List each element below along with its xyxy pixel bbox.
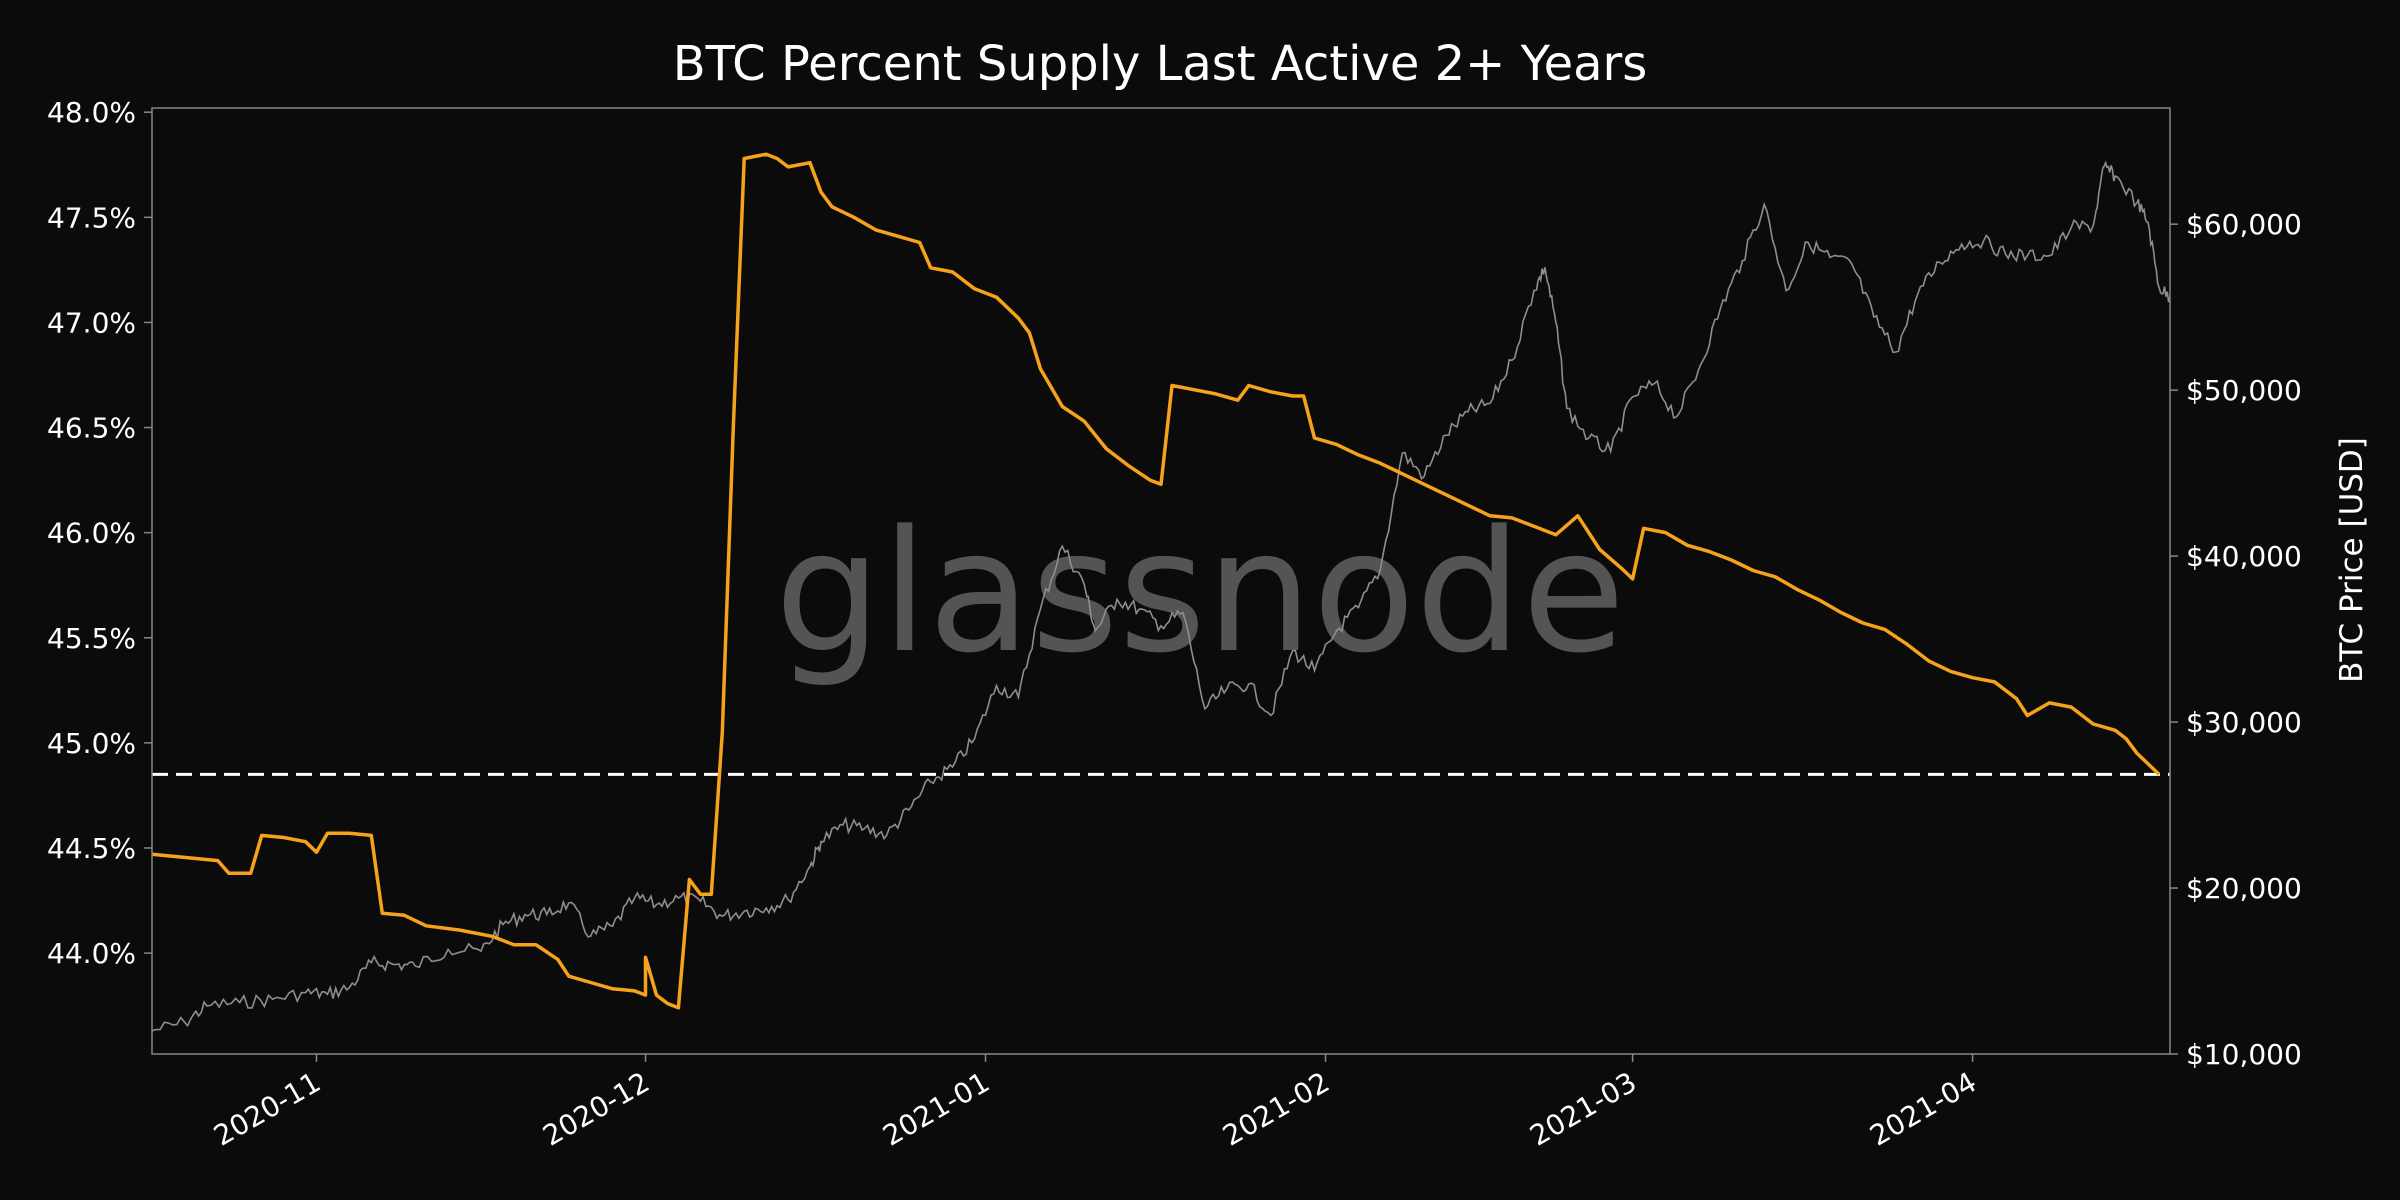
left-tick-label: 47.0% (47, 306, 136, 339)
left-tick-label: 46.0% (47, 517, 136, 550)
percent-supply-series-layer (151, 152, 2161, 1010)
right-axis-label: BTC Price [USD] (2334, 437, 2370, 683)
percent-supply-line (151, 152, 2161, 1010)
right-tick-label: $30,000 (2186, 706, 2302, 739)
right-tick-label: $50,000 (2186, 374, 2302, 407)
right-tick-label: $20,000 (2186, 872, 2302, 905)
left-tick-label: 46.5% (47, 412, 136, 445)
left-tick-label: 45.5% (47, 622, 136, 655)
price-series-layer (151, 160, 2171, 1032)
right-tick-label: $40,000 (2186, 540, 2302, 573)
chart-title: BTC Percent Supply Last Active 2+ Years (673, 36, 1648, 92)
left-tick-label: 47.5% (47, 201, 136, 234)
left-y-axis: 44.0% 44.5% 45.0% 45.5% 46.0% 46.5% 47.0% 47.5%… (47, 96, 152, 970)
plot-frame (151, 107, 2171, 1055)
right-y-axis: $10,000 $20,000 $30,000 $40,000 $50,000 $60,0… (2170, 208, 2302, 1071)
left-tick-label: 44.5% (47, 832, 136, 865)
btc-price-line (151, 160, 2171, 1032)
right-tick-label: $60,000 (2186, 208, 2302, 241)
right-tick-label: $10,000 (2186, 1038, 2302, 1071)
left-tick-label: 48.0% (47, 96, 136, 129)
watermark-logo: glassnode (775, 494, 1626, 690)
left-tick-label: 44.0% (47, 937, 136, 970)
left-tick-label: 45.0% (47, 727, 136, 760)
